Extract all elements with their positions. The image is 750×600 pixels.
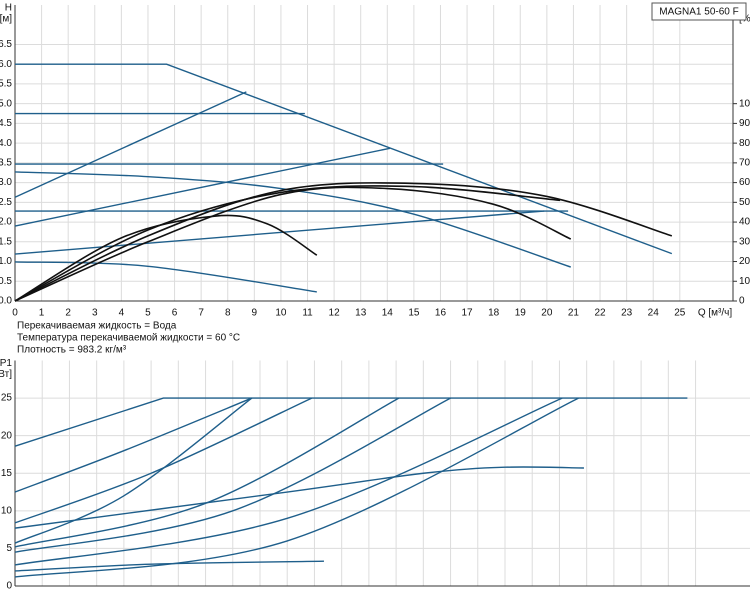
x-tick-label: 5 (145, 308, 151, 319)
curve (14, 466, 584, 529)
y2-tick-label: 30 (739, 236, 750, 247)
x-tick-label: 21 (568, 308, 580, 319)
y-axis-label: P1 (0, 358, 12, 369)
x-tick-label: 15 (408, 308, 420, 319)
x-tick-label: 11 (302, 308, 313, 319)
note: Температура перекачиваемой жидкости = 60… (17, 333, 240, 344)
y-axis-unit: [Вт] (0, 369, 12, 380)
y-tick-label: 5.5 (0, 79, 12, 90)
x-tick-label: 8 (225, 308, 231, 319)
x-tick-label: 25 (674, 308, 686, 319)
curve (14, 186, 572, 302)
curve (15, 63, 673, 255)
x-tick-label: 9 (252, 308, 258, 319)
x-tick-label: 3 (92, 308, 98, 319)
y-axis-unit: [м] (0, 14, 12, 25)
y-tick-label: 3.5 (0, 158, 12, 169)
y-tick-label: 4.5 (0, 118, 12, 129)
x-tick-label: 14 (382, 308, 394, 319)
x-tick-label: 1 (39, 308, 45, 319)
curve (14, 397, 688, 447)
note: Перекачиваемая жидкость = Вода (17, 321, 177, 332)
y2-tick-label: 70 (739, 158, 750, 169)
y-axis-label: H (5, 3, 12, 14)
y2-tick-label: 80 (739, 138, 750, 149)
curve (14, 171, 572, 268)
curve (14, 560, 324, 572)
y-tick-label: 4.0 (0, 138, 12, 149)
curve (14, 397, 253, 544)
x-tick-label: 0 (12, 308, 18, 319)
curve (14, 147, 391, 227)
y-tick-label: 2.5 (0, 197, 12, 208)
y-tick-label: 0 (6, 581, 12, 592)
curve (14, 397, 579, 578)
x-tick-label: 18 (488, 308, 500, 319)
x-axis-label: Q [м³/ч] (698, 308, 733, 319)
y-tick-label: 10 (1, 505, 13, 516)
curve (14, 182, 673, 302)
y-tick-label: 3.0 (0, 177, 12, 188)
x-tick-label: 23 (621, 308, 633, 319)
curve (14, 397, 313, 524)
curve (14, 261, 317, 293)
y2-tick-label: 90 (739, 118, 750, 129)
y-tick-label: 0.0 (0, 296, 12, 307)
x-tick-label: 12 (329, 308, 341, 319)
model-label: MAGNA1 50-60 F (659, 7, 738, 18)
x-tick-label: 22 (594, 308, 606, 319)
curve (14, 91, 247, 198)
y-tick-label: 1.5 (0, 236, 12, 247)
x-tick-label: 19 (515, 308, 527, 319)
y2-tick-label: 50 (739, 197, 750, 208)
y2-tick-label: 0 (739, 296, 745, 307)
note: Плотность = 983.2 кг/м³ (17, 345, 127, 356)
y-tick-label: 0.5 (0, 276, 12, 287)
y-tick-label: 20 (1, 430, 13, 441)
x-tick-label: 16 (435, 308, 447, 319)
y2-tick-label: 20 (739, 256, 750, 267)
y-tick-label: 15 (1, 468, 13, 479)
curve (14, 397, 253, 493)
x-tick-label: 13 (355, 308, 367, 319)
x-tick-label: 24 (648, 308, 660, 319)
x-tick-label: 10 (275, 308, 287, 319)
y-tick-label: 5.0 (0, 98, 12, 109)
y2-tick-label: 60 (739, 177, 750, 188)
curve (14, 214, 318, 302)
x-tick-label: 7 (198, 308, 204, 319)
y2-tick-label: 10 (739, 276, 750, 287)
model-box (651, 2, 747, 21)
y-tick-label: 2.0 (0, 217, 12, 228)
x-tick-label: 17 (462, 308, 474, 319)
y-tick-label: 25 (1, 393, 13, 404)
y-tick-label: 6.5 (0, 39, 12, 50)
x-tick-label: 20 (541, 308, 553, 319)
y2-tick-label: 100 (739, 98, 750, 109)
curve (14, 397, 563, 566)
curve (14, 397, 451, 553)
x-tick-label: 2 (65, 308, 71, 319)
x-tick-label: 6 (172, 308, 178, 319)
y-tick-label: 1.0 (0, 256, 12, 267)
y2-tick-label: 40 (739, 217, 750, 228)
y-tick-label: 6.0 (0, 59, 12, 70)
curve (14, 185, 561, 302)
y-tick-label: 5 (6, 543, 12, 554)
x-tick-label: 4 (119, 308, 125, 319)
